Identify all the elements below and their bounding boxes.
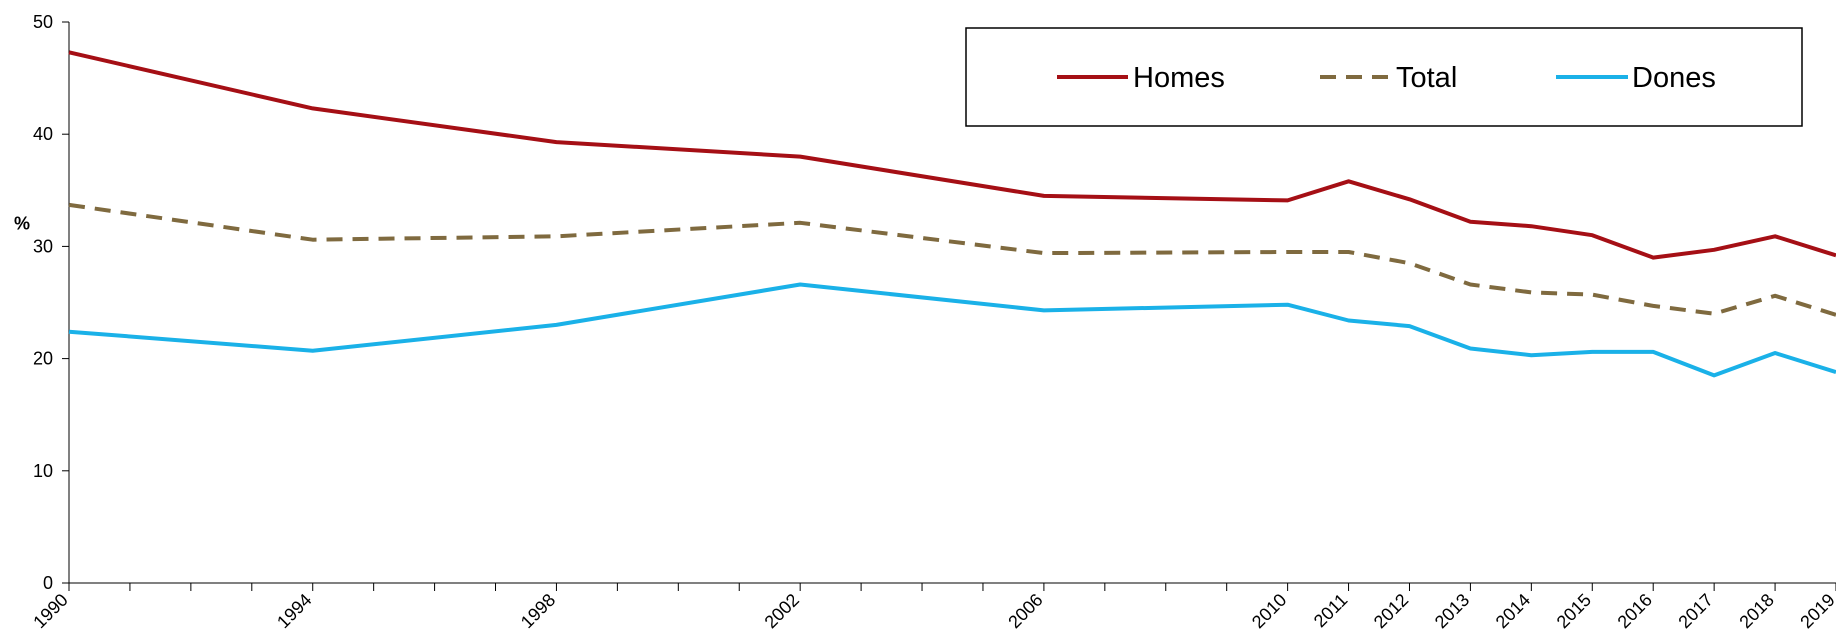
- y-tick-label: 50: [33, 12, 53, 32]
- x-tick-label: 2016: [1614, 590, 1656, 632]
- x-tick-label: 1998: [517, 590, 559, 632]
- legend-label-dones: Dones: [1632, 62, 1716, 94]
- x-tick-label: 2006: [1004, 590, 1046, 632]
- x-tick-label: 2015: [1553, 590, 1595, 632]
- series-line-dones: [68, 282, 1836, 378]
- x-tick-label: 2012: [1370, 590, 1412, 632]
- x-tick-label: 2019: [1796, 590, 1836, 632]
- x-tick-label: 2011: [1310, 590, 1352, 632]
- y-tick-label: 40: [33, 124, 53, 144]
- y-tick-label: 20: [33, 349, 53, 369]
- y-axis-label: %: [14, 214, 30, 234]
- legend: Homes Total Dones: [965, 27, 1803, 127]
- x-tick-label: 1994: [273, 590, 315, 632]
- series-line-total: [68, 202, 1836, 317]
- x-tick-label: 2014: [1492, 590, 1534, 632]
- series-line-homes: [68, 50, 1836, 260]
- x-tick-label: 2013: [1431, 590, 1473, 632]
- x-tick-label: 2018: [1735, 590, 1777, 632]
- y-tick-label: 0: [43, 573, 53, 593]
- legend-label-total: Total: [1396, 62, 1457, 94]
- y-tick-label: 30: [33, 236, 53, 256]
- x-tick-label: 2010: [1248, 590, 1290, 632]
- y-tick-label: 10: [33, 461, 53, 481]
- x-tick-label: 2002: [761, 590, 803, 632]
- series-layer: [68, 50, 1836, 378]
- legend-label-homes: Homes: [1133, 62, 1225, 94]
- x-tick-label: 2017: [1675, 590, 1717, 632]
- x-tick-label: 1990: [29, 590, 71, 632]
